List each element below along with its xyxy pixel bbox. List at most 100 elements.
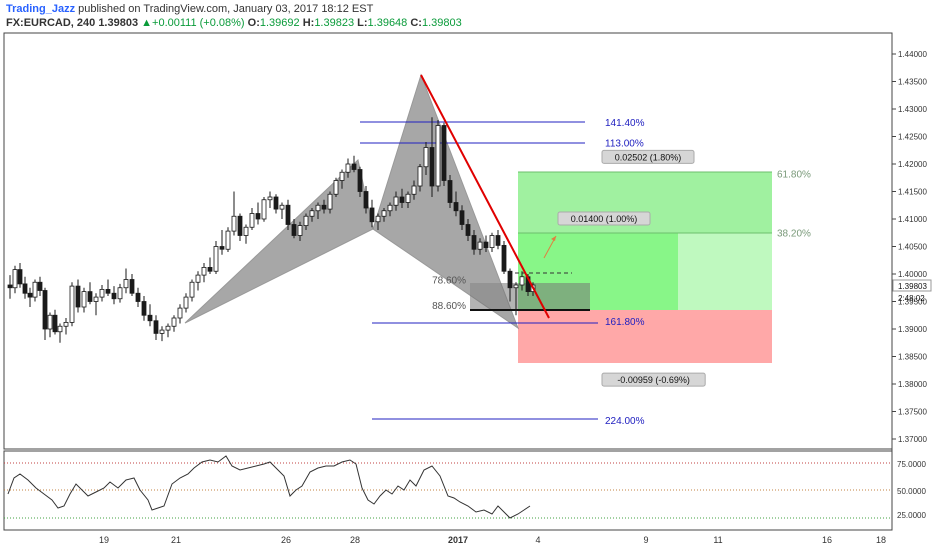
candle-body (255, 213, 261, 220)
candle-body (37, 281, 43, 291)
author-link[interactable]: Trading_Jazz (6, 3, 76, 15)
publish-info: published on TradingView.com, January 03… (75, 3, 374, 15)
candle-body (111, 292, 117, 300)
candle-body (477, 241, 483, 250)
y-tick-label: 1.39000 (898, 325, 927, 334)
candle-body (87, 291, 93, 302)
symbol-line: FX:EURCAD, 240 1.39803 ▲+0.00111 (+0.08%… (6, 17, 462, 29)
candle-body (447, 180, 453, 203)
candle-body (327, 193, 333, 210)
candle-body (165, 325, 171, 331)
candle-body (153, 320, 159, 334)
y-tick-label: 1.39500 (898, 298, 927, 307)
candle-body (495, 235, 501, 246)
candle-body (441, 125, 447, 181)
y-tick-label: 1.40500 (898, 243, 927, 252)
candle-body (333, 180, 339, 195)
candle-body (507, 270, 513, 289)
candle-body (417, 166, 423, 187)
candle-body (345, 163, 351, 173)
profit-zone-ext (678, 233, 772, 310)
candle-body (81, 291, 87, 308)
axis-labels: 1.44000 1.43500 1.43000 1.42500 1.42000 1.415… (99, 50, 932, 545)
loss-zone (518, 310, 772, 363)
price-badge (892, 279, 932, 292)
candle-body (273, 196, 279, 210)
price-change: ▲+0.00111 (+0.08%) (141, 17, 245, 29)
candle-body (483, 241, 489, 249)
retracement-label: 78.60% (432, 276, 466, 287)
fib-level-label: 113.00% (605, 139, 644, 150)
y-tick-label: 1.41500 (898, 188, 927, 197)
candle-body (267, 196, 273, 201)
candle-body (22, 283, 28, 294)
candle-body (189, 281, 195, 298)
measure-label: 0.01400 (1.00%) (571, 214, 638, 224)
candle-body (303, 215, 309, 227)
bar-timer-label: 2:48:02 (898, 294, 925, 303)
candle-body (129, 279, 135, 294)
fib-level-label: 161.80% (605, 317, 645, 328)
candle-body (12, 269, 18, 289)
candle-body (32, 281, 38, 298)
y-tick-label: 1.37500 (898, 408, 927, 417)
candle-body (195, 274, 201, 283)
candle-body (42, 290, 48, 330)
candle-body (291, 224, 297, 236)
candle-body (249, 213, 255, 228)
candle-body (47, 314, 53, 330)
candle-body (363, 191, 369, 209)
candles (7, 117, 536, 343)
candle-body (171, 317, 177, 327)
candle-body (201, 266, 207, 276)
candle-body (285, 204, 291, 225)
candle-body (369, 207, 375, 223)
candle-body (99, 288, 105, 298)
candle-body (183, 296, 189, 309)
x-tick-label: 16 (822, 535, 832, 545)
x-tick-label: 9 (643, 535, 648, 545)
high-value: 1.39823 (314, 17, 355, 29)
y-tick-label: 1.37000 (898, 435, 927, 444)
last-price: 1.39803 (98, 17, 139, 29)
candle-body (297, 225, 303, 236)
candle-body (219, 246, 225, 250)
candle-body (135, 292, 141, 302)
zone-level-label: 61.80% (777, 169, 811, 180)
candle-body (17, 269, 23, 285)
candle-body (27, 292, 33, 298)
candle-body (57, 325, 63, 333)
measure-label: -0.00959 (-0.69%) (617, 375, 690, 385)
candle-body (105, 288, 111, 294)
x-tick-label: 11 (713, 535, 722, 545)
measure-badge (601, 372, 706, 387)
candle-body (261, 199, 267, 220)
candle-body (321, 204, 327, 210)
candle-body (225, 230, 231, 250)
x-tick-label: 21 (171, 535, 181, 545)
candle-body (399, 196, 405, 203)
open-value: 1.39692 (259, 17, 300, 29)
y-tick-label: 1.43000 (898, 105, 927, 114)
candle-body (309, 210, 315, 217)
x-tick-label: 26 (281, 535, 291, 545)
candle-body (75, 285, 81, 308)
candle-body (471, 235, 477, 250)
fib-level-label: 141.40% (605, 118, 645, 129)
y-tick-label: 1.42000 (898, 160, 927, 169)
candle-body (177, 307, 183, 319)
candle-body (405, 193, 411, 203)
measure-badge (557, 211, 651, 226)
rsi-line (7, 455, 531, 519)
candle-body (489, 235, 495, 248)
candle-body (393, 196, 399, 206)
candle-body (381, 210, 387, 217)
trend-line (420, 74, 550, 319)
candle-body (93, 296, 99, 302)
pattern-bcd (372, 73, 520, 330)
candle-body (213, 246, 219, 272)
candle-body (231, 215, 237, 232)
measure-label: 0.02502 (1.80%) (615, 152, 682, 162)
candle-body (423, 147, 429, 168)
